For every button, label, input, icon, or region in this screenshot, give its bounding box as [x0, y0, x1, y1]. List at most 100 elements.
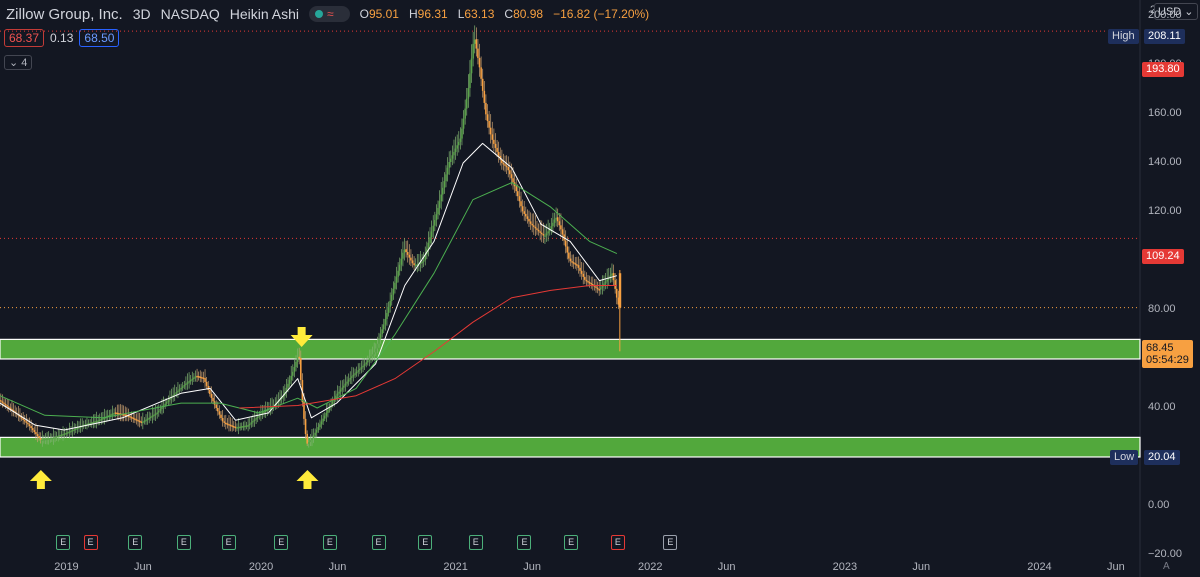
candle-down [488, 121, 490, 128]
candle-up [352, 374, 355, 377]
earnings-badge-icon[interactable]: E [418, 535, 433, 550]
interval-label[interactable]: 3D [132, 6, 151, 22]
x-tick-label: 2023 [832, 561, 858, 573]
candle-up [382, 324, 385, 330]
candle-up [606, 279, 608, 282]
current-price: 68.45 [1146, 342, 1174, 354]
candle-up [421, 261, 423, 264]
currency-select[interactable]: USD ⌄ [1154, 3, 1198, 20]
earnings-badge-icon[interactable]: E [663, 535, 678, 550]
candle-up [434, 219, 436, 226]
candle-down [229, 424, 232, 427]
slow-moving-average-line[interactable] [239, 285, 617, 409]
candle-down [36, 434, 39, 437]
auto-scale-button[interactable]: A [1163, 561, 1170, 572]
ask-price-box[interactable]: 68.50 [79, 29, 120, 47]
chart-style-label[interactable]: Heikin Ashi [229, 6, 300, 22]
candle-up [397, 270, 399, 277]
candle-up [89, 422, 91, 425]
candle-up [363, 364, 366, 366]
earnings-badge-icon[interactable]: E [274, 535, 289, 550]
candle-down [218, 411, 221, 415]
candle-up [62, 434, 64, 436]
candle-up [607, 277, 610, 280]
price-scale-top-digit: 2 [1150, 4, 1156, 16]
arrow-up-icon[interactable] [296, 470, 319, 489]
candle-down [196, 375, 198, 378]
candle-up [398, 264, 401, 271]
candle-up [359, 368, 361, 371]
candle-down [127, 415, 130, 417]
market-status-pill[interactable]: ≈ [309, 6, 350, 22]
current-price-label: 68.45 05:54:29 [1142, 340, 1193, 368]
earnings-badge-icon[interactable]: E [564, 535, 579, 550]
candle-up [419, 262, 422, 264]
candle-up [362, 365, 364, 368]
candle-up [156, 412, 158, 414]
candle-up [191, 378, 194, 381]
candle-down [512, 178, 514, 183]
candle-up [445, 174, 447, 182]
candle-up [360, 367, 363, 369]
support-zone-rectangle[interactable] [0, 338, 1141, 360]
x-tick-label: Jun [717, 561, 736, 573]
arrow-down-icon[interactable] [290, 327, 313, 347]
candle-up [143, 420, 146, 423]
candle-up [381, 329, 383, 335]
earnings-badge-icon[interactable]: E [371, 535, 386, 550]
x-tick-label: Jun [912, 561, 931, 573]
candle-up [47, 438, 50, 440]
candle-down [485, 102, 487, 115]
candle-down [1, 401, 4, 403]
earnings-badge-icon[interactable]: E [517, 535, 532, 550]
candle-down [558, 221, 561, 226]
candle-up [287, 383, 289, 388]
candle-up [175, 392, 178, 394]
candle-up [103, 417, 106, 419]
earnings-badge-icon[interactable]: E [468, 535, 483, 550]
candle-up [446, 167, 449, 175]
ohlc-change: −16.82 (−17.20%) [553, 7, 650, 21]
earnings-badge-icon[interactable]: E [56, 535, 71, 550]
candle-up [247, 425, 249, 427]
candle-up [183, 385, 186, 387]
candle-up [422, 260, 425, 262]
candle-up [86, 423, 88, 426]
candle-up [97, 420, 99, 422]
candle-up [544, 235, 546, 237]
bid-price-box[interactable]: 68.37 [4, 29, 45, 47]
candle-up [424, 254, 427, 261]
earnings-badge-icon[interactable]: E [221, 535, 236, 550]
candle-down [23, 419, 26, 422]
candle-up [90, 422, 93, 424]
candle-up [68, 431, 71, 433]
earnings-badge-icon[interactable]: E [610, 535, 625, 550]
earnings-badge-icon[interactable]: E [176, 535, 191, 550]
fast-moving-average-line[interactable] [0, 142, 618, 431]
candle-up [351, 376, 353, 378]
candle-down [132, 417, 135, 420]
candle-down [135, 419, 138, 421]
candle-up [470, 58, 473, 74]
symbol-name[interactable]: Zillow Group, Inc. [6, 5, 123, 23]
candle-down [234, 426, 237, 429]
mid-moving-average-line[interactable] [0, 182, 618, 419]
candle-down [129, 416, 131, 418]
support-zone-rectangle[interactable] [0, 436, 1141, 458]
earnings-badge-icon[interactable]: E [128, 535, 143, 550]
x-tick-label: 2019 [54, 561, 79, 573]
arrow-up-icon[interactable] [29, 470, 52, 489]
earnings-badge-icon[interactable]: E [322, 535, 337, 550]
candle-up [603, 283, 605, 286]
candle-up [73, 429, 76, 431]
earnings-badge-icon[interactable]: E [83, 535, 98, 550]
indicators-collapse-button[interactable]: ⌄ 4 [4, 55, 33, 70]
candle-up [311, 438, 313, 441]
candle-up [429, 237, 431, 243]
candle-down [114, 412, 117, 414]
y-tick-label: 140.00 [1148, 155, 1182, 168]
y-tick-label: 80.00 [1148, 302, 1176, 315]
candle-up [435, 214, 438, 220]
candle-down [521, 206, 524, 212]
